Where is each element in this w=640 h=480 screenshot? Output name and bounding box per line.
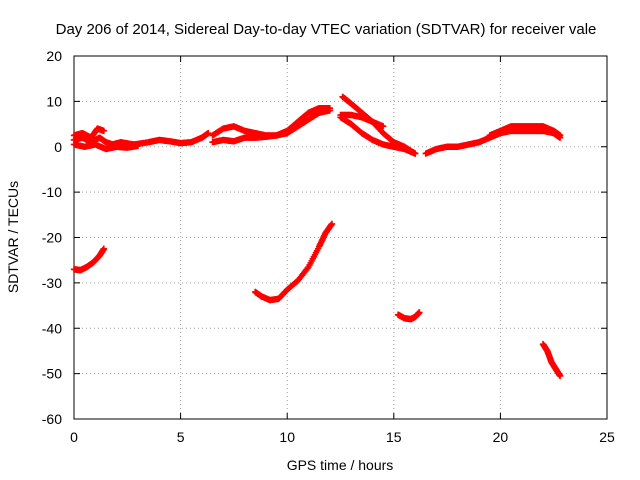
data-point	[134, 142, 142, 150]
y-tick-label: -20	[42, 230, 62, 246]
x-tick-label: 15	[386, 429, 402, 445]
chart-title: Day 206 of 2014, Sidereal Day-to-day VTE…	[56, 21, 597, 38]
x-tick-label: 25	[599, 429, 615, 445]
x-tick-label: 5	[177, 429, 185, 445]
data-point	[379, 123, 387, 130]
y-tick-label: -60	[42, 411, 62, 427]
data-point	[556, 132, 564, 139]
data-point	[205, 129, 212, 137]
data-point	[328, 220, 336, 228]
series-arc-14	[394, 309, 423, 323]
data-point	[326, 104, 334, 112]
y-tick-label: -50	[42, 366, 62, 382]
series-arc-11	[486, 123, 564, 139]
x-tick-label: 20	[493, 429, 509, 445]
series-arc-06	[273, 104, 334, 139]
data-points	[70, 93, 564, 380]
x-tick-label: 10	[279, 429, 295, 445]
y-tick-label: -40	[42, 320, 62, 336]
series-arc-02	[70, 141, 142, 153]
data-point	[411, 150, 419, 157]
data-point	[556, 372, 564, 380]
series-arc-13	[252, 220, 336, 304]
grid	[74, 56, 607, 419]
series-arc-09	[337, 114, 419, 157]
series-arc-12	[70, 245, 108, 274]
y-tick-label: 20	[46, 48, 62, 64]
y-tick-label: -30	[42, 275, 62, 291]
data-point	[416, 309, 423, 316]
y-tick-label: -10	[42, 184, 62, 200]
series-arc-15	[539, 340, 564, 380]
y-axis-label: SDTVAR / TECUs	[5, 181, 21, 293]
x-tick-label: 0	[70, 429, 78, 445]
series-arc-03	[70, 125, 108, 141]
plot-frame	[73, 55, 608, 420]
y-tick-label: 0	[54, 139, 62, 155]
series-arc-01	[70, 129, 212, 148]
data-point	[100, 127, 108, 135]
x-axis-label: GPS time / hours	[287, 457, 394, 473]
data-point	[100, 245, 108, 253]
y-tick-label: 10	[46, 93, 62, 109]
